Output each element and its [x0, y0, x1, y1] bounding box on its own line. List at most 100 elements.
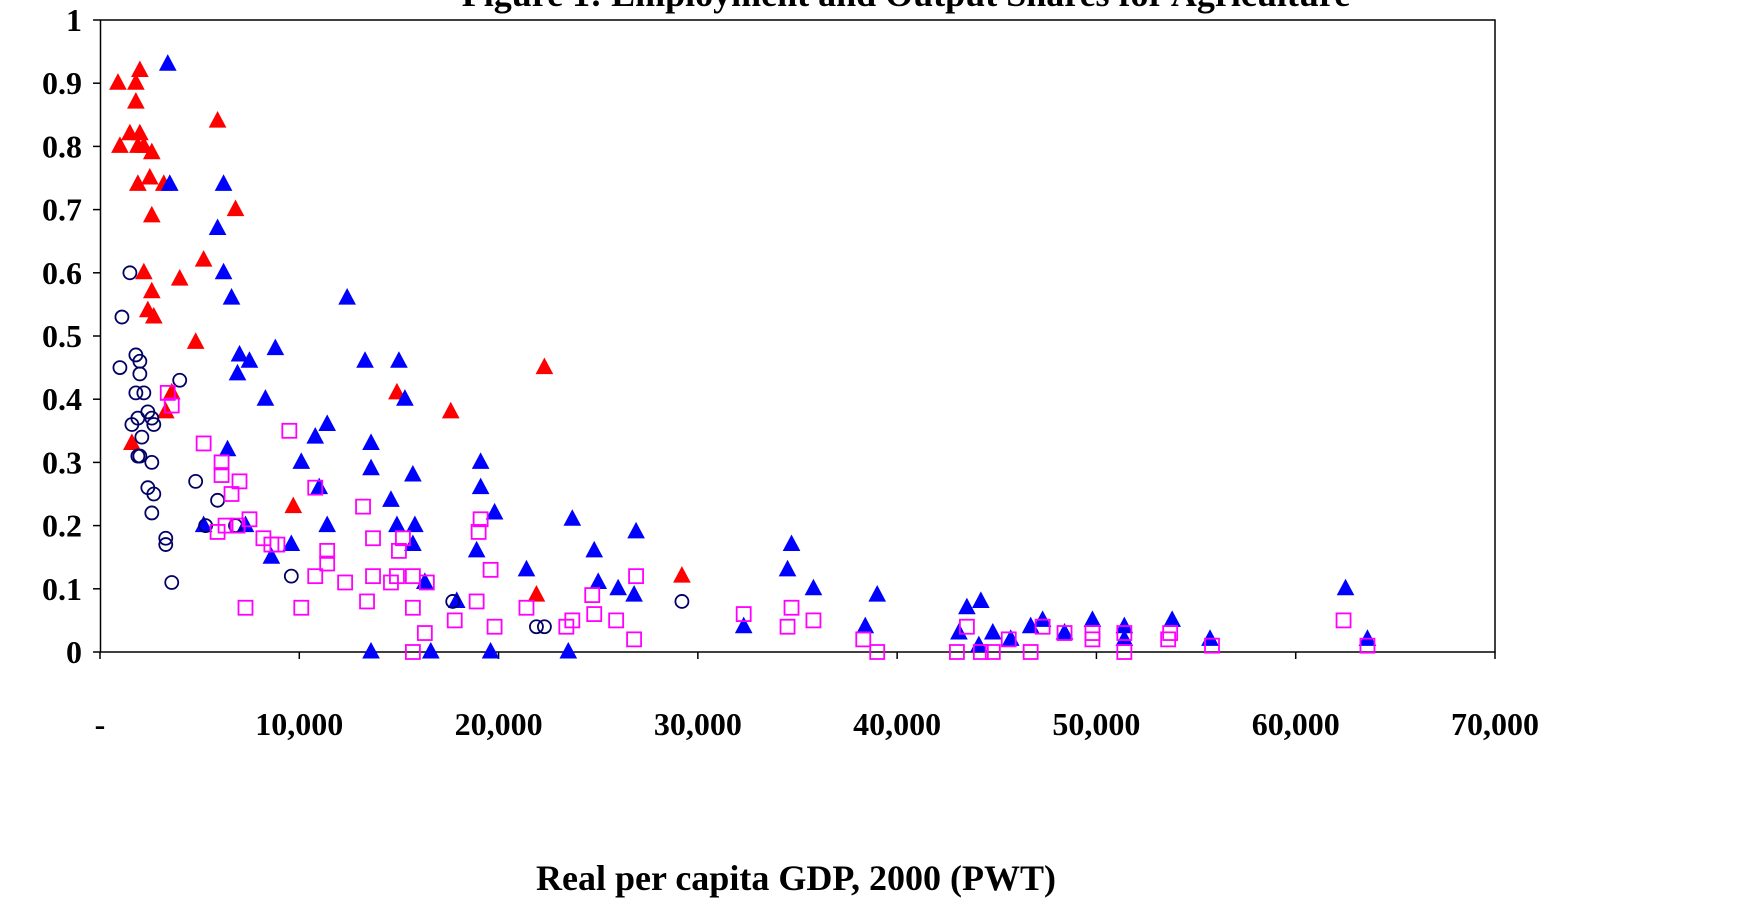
data-point-triangle	[388, 382, 406, 400]
data-point-triangle	[230, 344, 249, 362]
data-point-triangle	[109, 73, 127, 90]
data-point-triangle	[170, 269, 189, 286]
data-point-square	[628, 568, 644, 585]
data-point-square	[383, 574, 399, 591]
data-point-square	[213, 454, 230, 471]
y-tick-label: 0.8	[42, 128, 82, 164]
data-point-square	[446, 612, 463, 629]
y-tick-label: 0.4	[42, 381, 82, 417]
data-point-square	[608, 612, 625, 629]
data-point-square	[404, 568, 421, 585]
data-point-triangle	[396, 389, 414, 406]
data-point-triangle	[950, 622, 968, 640]
data-point-square	[1056, 625, 1073, 641]
data-point-square	[263, 536, 280, 553]
data-point-triangle	[156, 401, 175, 419]
data-point-square	[1335, 612, 1352, 629]
data-point-square	[783, 599, 800, 616]
data-point-circle	[158, 530, 174, 546]
data-point-circle	[210, 492, 225, 508]
data-point-triangle	[421, 641, 440, 659]
data-point-triangle	[318, 414, 337, 431]
data-point-circle	[112, 360, 128, 376]
data-point-triangle	[214, 174, 233, 191]
data-point-triangle	[406, 515, 424, 533]
data-point-triangle	[416, 572, 434, 589]
x-tick-label: -	[95, 706, 106, 742]
data-points	[109, 54, 1377, 660]
data-point-triangle	[856, 616, 875, 634]
data-point-triangle	[282, 534, 301, 552]
data-point-triangle	[262, 547, 281, 564]
data-point-triangle	[160, 174, 179, 191]
data-point-triangle	[127, 73, 145, 90]
data-point-square	[307, 479, 324, 496]
data-point-square	[1022, 644, 1039, 660]
y-tick-label: 0.1	[42, 571, 82, 607]
x-axis-label: Real per capita GDP, 2000 (PWT)	[536, 858, 1056, 898]
data-point-triangle	[778, 559, 797, 577]
data-point-triangle	[1163, 610, 1181, 627]
data-point-square	[486, 618, 503, 635]
data-point-square	[855, 631, 872, 648]
data-point-triangle	[563, 509, 582, 526]
data-point-triangle	[362, 433, 380, 450]
data-point-triangle	[127, 92, 145, 109]
data-point-square	[735, 606, 752, 622]
data-point-triangle	[208, 218, 227, 236]
data-point-square	[1084, 631, 1101, 648]
data-point-square	[281, 422, 298, 439]
data-point-triangle	[142, 205, 161, 223]
data-point-triangle	[804, 578, 823, 596]
data-point-square	[958, 618, 975, 635]
data-point-square	[972, 644, 989, 660]
data-point-square	[163, 397, 180, 414]
data-point-circle	[188, 473, 204, 489]
data-point-circle	[172, 372, 188, 388]
data-point-triangle	[256, 389, 275, 406]
data-point-triangle	[1055, 622, 1074, 640]
data-point-triangle	[218, 439, 237, 457]
plot-area-frame	[99, 19, 1496, 653]
data-point-square	[229, 517, 246, 534]
series-0	[109, 60, 691, 602]
data-point-square	[584, 587, 601, 604]
data-point-square	[223, 486, 240, 502]
data-point-triangle	[467, 540, 486, 558]
chart-title: Figure 1: Employment and Output Shares f…	[462, 0, 1350, 14]
data-point-triangle	[404, 464, 422, 482]
data-point-triangle	[144, 306, 163, 324]
data-point-triangle	[226, 199, 245, 217]
data-point-square	[395, 530, 411, 547]
data-point-square	[586, 606, 603, 622]
data-point-circle	[136, 385, 152, 401]
data-point-triangle	[559, 641, 578, 659]
data-point-square	[558, 618, 575, 635]
data-point-triangle	[535, 357, 554, 375]
data-point-square	[1116, 625, 1133, 641]
data-point-circle	[529, 619, 544, 635]
data-point-circle	[144, 454, 160, 470]
data-point-circle	[122, 265, 138, 281]
data-point-square	[231, 473, 248, 490]
data-point-triangle	[228, 363, 247, 381]
data-point-square	[337, 574, 354, 591]
x-tick-label: 40,000	[853, 706, 941, 742]
x-tick-label: 10,000	[255, 706, 343, 742]
data-point-triangle	[194, 250, 213, 267]
data-point-square	[293, 599, 310, 616]
series-3	[159, 384, 1376, 660]
data-point-triangle	[673, 566, 691, 583]
data-point-triangle	[306, 427, 325, 444]
y-tick-label: 0.6	[42, 255, 82, 291]
data-point-triangle	[589, 572, 608, 589]
data-point-triangle	[135, 136, 153, 153]
data-point-triangle	[284, 496, 303, 514]
data-point-square	[416, 625, 433, 641]
data-point-triangle	[868, 585, 887, 602]
data-point-square	[869, 644, 886, 660]
data-point-triangle	[135, 262, 153, 280]
data-point-triangle	[527, 585, 546, 602]
data-point-square	[470, 524, 487, 540]
